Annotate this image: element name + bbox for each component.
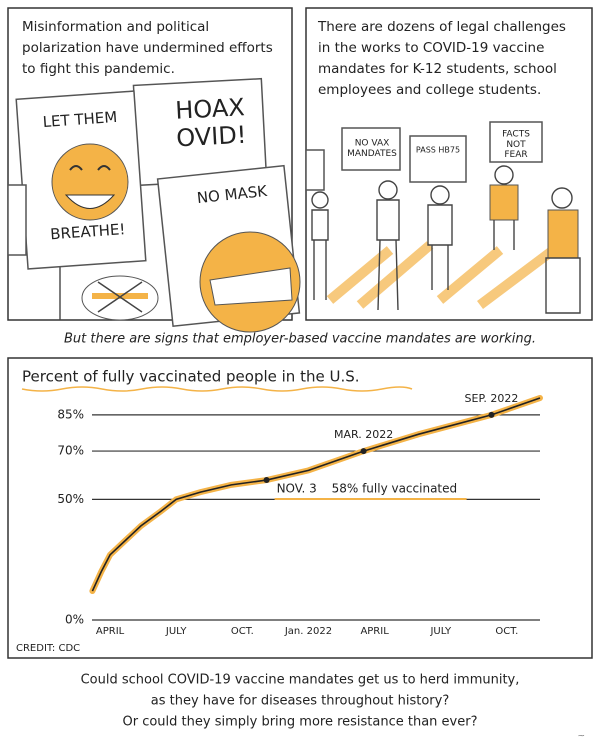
x-tick-label: OCT. [495, 626, 518, 637]
closing-text: Could school COVID-19 vaccine mandates g… [81, 673, 520, 688]
y-tick-label: 85% [57, 407, 84, 421]
sign [489, 121, 543, 163]
cross [97, 281, 143, 313]
protester [545, 187, 581, 314]
shirt [489, 184, 519, 221]
sign-text: FEAR [504, 150, 527, 160]
sign-text: NO VAX [355, 139, 390, 149]
protester [427, 185, 453, 290]
sign-text: MANDATES [347, 149, 397, 159]
x-tick-label: APRIL [360, 626, 389, 637]
credit: CREDIT: CDC [16, 643, 80, 654]
panel-text: employees and college students. [318, 82, 541, 98]
panel-text: in the works to COVID-19 vaccine [318, 40, 544, 56]
closing-text: as they have for diseases throughout his… [151, 694, 449, 709]
y-tick-label: 50% [57, 492, 84, 506]
closing-text: Or could they simply bring more resistan… [123, 715, 478, 730]
annotation-label: MAR. 2022 [334, 428, 393, 441]
x-tick-label: OCT. [231, 626, 254, 637]
x-tick-label: JULY [429, 626, 452, 637]
panel-text: polarization have undermined efforts [22, 40, 273, 56]
signature-mark: ~ [577, 732, 585, 742]
sign-text: LET THEM [42, 108, 118, 131]
annotation-label: NOV. 3 [277, 482, 317, 496]
smiley [51, 143, 129, 221]
shirt [547, 209, 579, 259]
sign-text: HOAX [175, 93, 246, 125]
sign-text: BREATHE! [50, 220, 126, 243]
sign-text: OVID! [176, 121, 247, 153]
mask [209, 267, 293, 306]
annotation-marker [488, 411, 495, 418]
sign [7, 184, 27, 256]
eyes [69, 165, 111, 171]
annotation-note: 58% fully vaccinated [332, 482, 458, 496]
protesters-illustration [305, 121, 581, 314]
y-tick-label: 0% [65, 613, 84, 627]
title-underline [21, 386, 413, 392]
panel-text: Misinformation and political [22, 19, 209, 35]
sign-text: PASS HB75 [416, 146, 460, 155]
protester [311, 191, 329, 300]
sign [341, 127, 401, 171]
panel-text: mandates for K-12 students, school [318, 61, 557, 77]
panel-frame [7, 357, 593, 659]
x-tick-label: JULY [165, 626, 188, 637]
annotation-marker [263, 477, 270, 484]
sign-text: FACTS [502, 130, 530, 140]
line [91, 397, 541, 592]
protester [376, 180, 400, 311]
chart-title: Percent of fully vaccinated people in th… [22, 368, 360, 386]
shadow [326, 241, 563, 309]
y-tick-label: 70% [57, 444, 84, 458]
caption: But there are signs that employer-based … [64, 332, 536, 347]
sign [305, 149, 325, 191]
smile [64, 194, 116, 209]
x-tick-label: APRIL [96, 626, 125, 637]
panel-text: There are dozens of legal challenges [317, 19, 566, 35]
protester [493, 165, 515, 250]
sign [409, 135, 467, 183]
panel-text: to fight this pandemic. [22, 61, 175, 77]
annotation-label: SEP. 2022 [465, 392, 519, 405]
sign-text: NOT [506, 140, 526, 150]
x-tick-label: Jan. 2022 [284, 626, 332, 637]
annotation-marker [360, 448, 367, 455]
protest-signs-illustration [7, 77, 301, 333]
